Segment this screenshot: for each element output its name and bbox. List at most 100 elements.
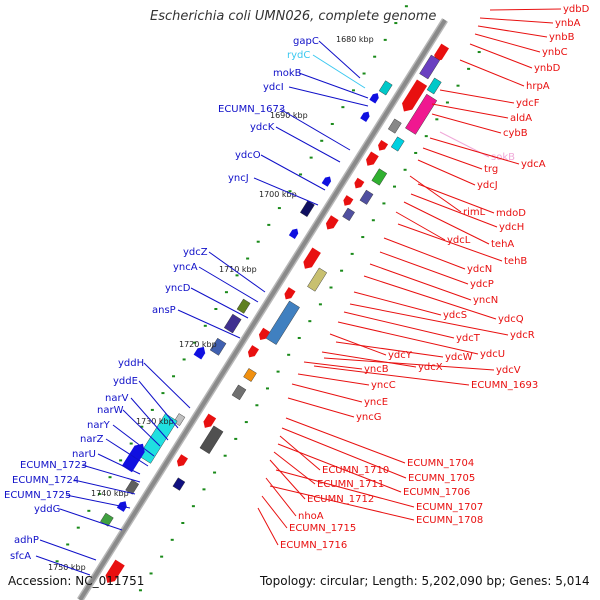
- scale-tick: [288, 190, 292, 193]
- scale-tick: [341, 106, 345, 109]
- callout-line: [313, 365, 470, 386]
- callout-line: [303, 361, 363, 370]
- gene-label-ydcn: ydcN: [467, 264, 492, 275]
- callout-line: [73, 479, 136, 495]
- callout-line: [39, 539, 97, 561]
- scale-tick: [435, 118, 439, 121]
- gene-label-yncg: yncG: [356, 412, 382, 423]
- callout-line: [459, 59, 525, 87]
- gene-label-ydcr: ydcR: [510, 330, 535, 341]
- callout-line: [143, 362, 191, 409]
- gene-label-ecumn_1712: ECUMN_1712: [307, 494, 374, 505]
- scale-tick: [140, 425, 144, 428]
- gene-label-ydcu: ydcU: [480, 349, 505, 360]
- gene-block: [247, 345, 259, 358]
- gene-label-ansp: ansP: [152, 305, 176, 316]
- callout-line: [298, 72, 369, 99]
- scale-tick: [193, 341, 197, 344]
- gene-label-ydca: ydcA: [521, 159, 546, 170]
- gene-label-ecumn_1711: ECUMN_1711: [317, 479, 384, 490]
- gene-label-ydcz: ydcZ: [183, 247, 208, 258]
- gene-label-ecumn_1724: ECUMN_1724: [12, 475, 79, 486]
- callout-line: [275, 126, 341, 163]
- gene-rect: [378, 80, 393, 96]
- callout-line: [479, 17, 554, 24]
- gene-block: [176, 454, 188, 467]
- gene-label-ynba: ynbA: [555, 18, 581, 29]
- gene-label-ecumn_1710: ECUMN_1710: [322, 465, 389, 476]
- gene-label-ynca: yncA: [173, 262, 198, 273]
- callout-line: [409, 175, 462, 213]
- scale-tick: [351, 89, 355, 92]
- gene-rect: [300, 200, 315, 218]
- gene-block: [258, 327, 270, 340]
- gene-label-ecumn_1705: ECUMN_1705: [408, 473, 475, 484]
- gene-block: [378, 80, 393, 96]
- scale-tick: [330, 122, 334, 125]
- gene-label-adhp: adhP: [14, 535, 39, 546]
- gene-arrow: [360, 111, 370, 122]
- callout-line: [253, 177, 319, 206]
- callout-line: [177, 309, 241, 339]
- scale-tick: [181, 522, 185, 525]
- callout-line: [81, 464, 141, 483]
- scale-tick: [276, 370, 280, 373]
- gene-label-ydcw: ydcW: [445, 352, 473, 363]
- gene-rect: [172, 477, 186, 491]
- scale-tick: [244, 421, 248, 424]
- gene-block: [288, 228, 299, 239]
- scale-tick: [340, 269, 344, 272]
- scale-tick: [214, 307, 218, 310]
- callout-line: [329, 333, 387, 356]
- gene-block: [434, 43, 450, 62]
- gene-label-ydcj: ydcJ: [477, 180, 498, 191]
- scale-tick: [383, 38, 387, 41]
- scale-tick: [150, 408, 154, 411]
- gene-arrow: [369, 93, 379, 104]
- gene-label-ydco: ydcO: [235, 150, 261, 161]
- gene-label-ydcp: ydcP: [470, 279, 494, 290]
- gene-label-hrpa: hrpA: [526, 81, 550, 92]
- gene-arrow: [203, 413, 217, 428]
- gene-arrow: [105, 559, 125, 583]
- scale-tick: [382, 202, 386, 205]
- scale-tick: [414, 151, 418, 154]
- gene-arrow: [247, 345, 259, 358]
- scale-tick: [371, 219, 375, 222]
- gene-block: [307, 267, 328, 292]
- gene-label-yncn: yncN: [473, 295, 498, 306]
- scale-tick: [277, 207, 281, 210]
- scale-tick: [97, 493, 101, 496]
- gene-label-ydcf: ydcF: [516, 98, 540, 109]
- callout-line: [122, 409, 161, 447]
- gene-label-ecumn_1673: ECUMN_1673: [218, 104, 285, 115]
- gene-block: [321, 176, 332, 187]
- page-title: Escherichia coli UMN026, complete genome: [150, 9, 437, 24]
- gene-label-ydci: ydcI: [263, 82, 284, 93]
- callout-line: [397, 223, 503, 262]
- scale-tick: [202, 488, 206, 491]
- gene-arrow: [193, 346, 206, 360]
- gene-block: [121, 443, 145, 473]
- scale-tick: [119, 459, 123, 462]
- kbp-marker-label: 1740 kbp: [91, 489, 129, 498]
- gene-rect: [100, 512, 114, 527]
- scale-tick: [246, 257, 250, 260]
- gene-rect: [209, 337, 227, 356]
- gene-label-nary: narY: [87, 420, 111, 431]
- scale-tick: [297, 336, 301, 339]
- gene-label-alda: aldA: [510, 113, 532, 124]
- gene-block: [354, 177, 365, 189]
- scale-tick: [76, 526, 80, 529]
- scale-tick: [445, 101, 449, 104]
- gene-block: [419, 54, 440, 80]
- gene-label-ecumn_1704: ECUMN_1704: [407, 458, 474, 469]
- gene-label-mokb: mokB: [273, 68, 302, 79]
- kbp-marker-label: 1720 kbp: [179, 340, 217, 349]
- callout-line: [431, 113, 502, 134]
- scale-tick: [308, 320, 312, 323]
- gene-rect: [359, 189, 374, 205]
- gene-block: [265, 300, 300, 345]
- scale-tick: [393, 185, 397, 188]
